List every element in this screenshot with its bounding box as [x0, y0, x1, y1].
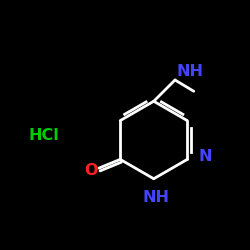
- Text: O: O: [85, 163, 98, 178]
- Text: N: N: [198, 150, 212, 164]
- Text: NH: NH: [143, 190, 170, 205]
- Text: NH: NH: [176, 64, 203, 79]
- Text: HCl: HCl: [28, 128, 59, 142]
